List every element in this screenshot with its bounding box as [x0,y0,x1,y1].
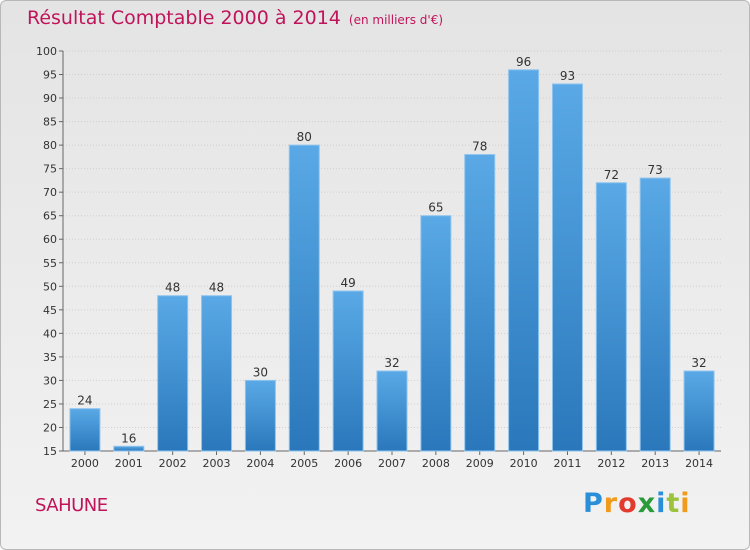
bar [683,370,715,452]
labels: 15 20 25 30 35 40 45 50 55 60 65 70 75 80 85 90 95 100 24 2… [36,45,713,470]
data-label: 32 [691,356,706,370]
bar [244,379,276,452]
data-label: 78 [472,140,487,154]
commune-name: SAHUNE [35,495,108,516]
data-label: 24 [77,394,92,408]
bar [113,445,145,452]
bar [639,177,671,452]
chart-title: Résultat Comptable 2000 à 2014 (en millie… [27,7,443,29]
x-tick-label: 2014 [685,457,713,470]
chart-title-main: Résultat Comptable 2000 à 2014 [27,7,341,29]
y-tick-label: 85 [43,116,57,129]
x-tick-label: 2007 [378,457,406,470]
x-tick-label: 2011 [553,457,581,470]
bar [551,83,583,452]
bar [69,408,101,452]
y-tick-label: 90 [43,92,57,105]
data-label: 72 [604,168,619,182]
bar [464,154,496,452]
y-tick-label: 65 [43,210,57,223]
x-tick-label: 2002 [159,457,187,470]
y-tick-label: 50 [43,280,57,293]
bar [332,290,364,452]
y-tick-label: 60 [43,233,57,246]
x-tick-label: 2003 [203,457,231,470]
chart-title-unit: (en milliers d'€) [348,13,444,27]
y-tick-label: 15 [43,445,57,458]
y-tick-label: 30 [43,374,57,387]
y-tick-label: 80 [43,139,57,152]
x-tick-label: 2009 [466,457,494,470]
bar [376,370,408,452]
x-tick-label: 2010 [510,457,538,470]
x-tick-label: 2005 [290,457,318,470]
y-tick-label: 55 [43,257,57,270]
x-tick-label: 2004 [246,457,274,470]
data-label: 73 [648,163,663,177]
y-tick-label: 75 [43,163,57,176]
proxiti-logo: Proxiti [583,488,691,519]
data-label: 93 [560,69,575,83]
y-tick-label: 20 [43,421,57,434]
y-tick-label: 45 [43,304,57,317]
y-tick-label: 70 [43,186,57,199]
y-tick-label: 95 [43,69,57,82]
data-label: 49 [340,276,355,290]
y-tick-label: 40 [43,327,57,340]
x-tick-label: 2012 [597,457,625,470]
data-label: 30 [253,365,268,379]
y-tick-label: 100 [36,45,57,58]
bars [69,69,715,452]
bar [288,144,320,452]
data-label: 48 [209,281,224,295]
x-tick-label: 2013 [641,457,669,470]
bar [508,69,540,452]
data-label: 32 [384,356,399,370]
data-label: 80 [297,130,312,144]
data-label: 96 [516,55,531,69]
y-tick-label: 25 [43,398,57,411]
data-label: 16 [121,431,136,445]
x-tick-label: 2001 [115,457,143,470]
x-tick-label: 2000 [71,457,99,470]
x-tick-label: 2008 [422,457,450,470]
bar [595,182,627,452]
bar [420,215,452,452]
bar [157,295,189,452]
x-tick-label: 2006 [334,457,362,470]
data-label: 65 [428,201,443,215]
y-tick-label: 35 [43,351,57,364]
bar [201,295,233,452]
data-label: 48 [165,281,180,295]
